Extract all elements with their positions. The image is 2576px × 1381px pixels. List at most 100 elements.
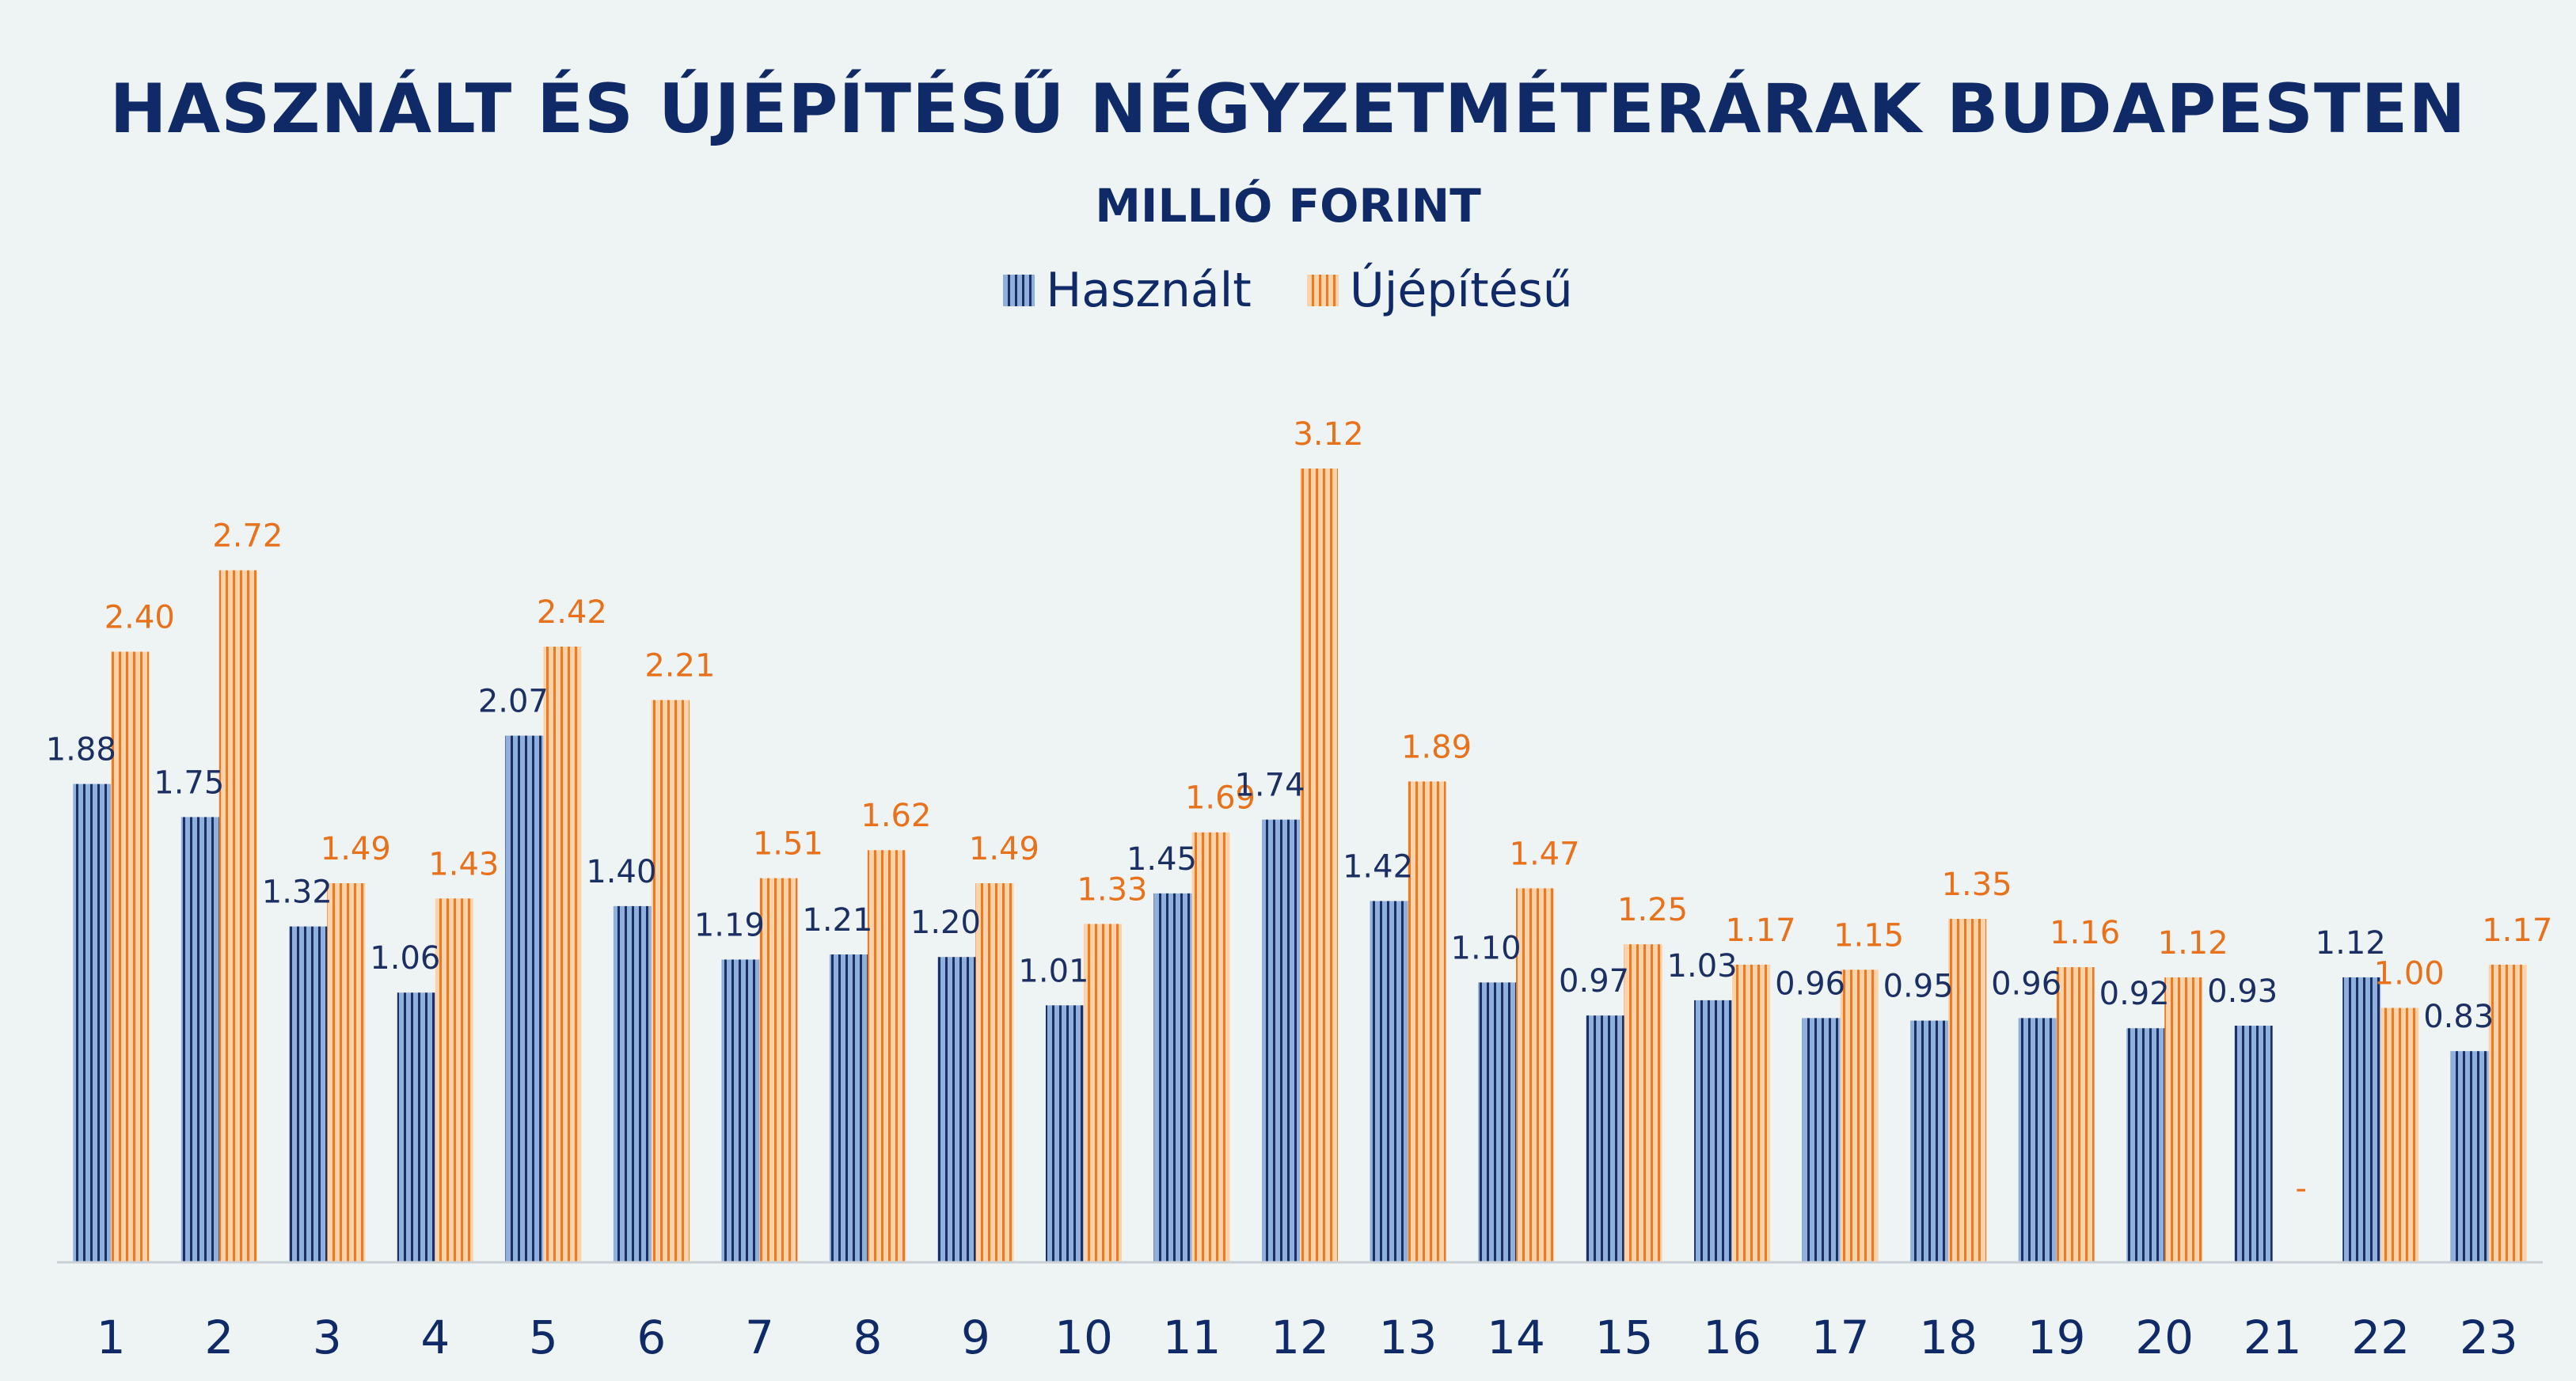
x-tick-label-18: 18 (1919, 1311, 1978, 1364)
data-label-hasznalt-12: 1.74 (1234, 768, 1305, 804)
bar-hasznalt-19 (2018, 1018, 2057, 1262)
data-label-hasznalt-10: 1.01 (1018, 953, 1089, 989)
data-label-hasznalt-16: 1.03 (1667, 948, 1738, 985)
data-label-hasznalt-15: 0.97 (1559, 963, 1629, 1000)
data-label-hasznalt-19: 0.96 (1991, 966, 2061, 1002)
data-label-ujepitesu-23: 1.17 (2482, 912, 2552, 949)
x-tick-label-12: 12 (1271, 1311, 1329, 1364)
bar-ujepitesu-18 (1948, 919, 1987, 1262)
data-label-hasznalt-7: 1.19 (694, 907, 765, 943)
data-label-ujepitesu-21: - (2295, 1170, 2306, 1207)
data-label-hasznalt-5: 2.07 (478, 684, 549, 720)
bar-ujepitesu-2 (218, 570, 257, 1262)
data-label-ujepitesu-7: 1.51 (753, 826, 823, 863)
x-tick-label-14: 14 (1487, 1311, 1545, 1364)
x-tick-label-22: 22 (2351, 1311, 2410, 1364)
bar-ujepitesu-14 (1516, 888, 1555, 1262)
data-label-ujepitesu-4: 1.43 (428, 846, 499, 882)
chart-title: HASZNÁLT ÉS ÚJÉPÍTÉSŰ NÉGYZETMÉTERÁRAK B… (109, 70, 2467, 149)
data-label-hasznalt-23: 0.83 (2423, 999, 2494, 1035)
bar-hasznalt-20 (2126, 1028, 2165, 1262)
bar-ujepitesu-1 (111, 651, 150, 1262)
data-label-ujepitesu-10: 1.33 (1077, 871, 1147, 908)
data-label-ujepitesu-6: 2.21 (644, 648, 715, 685)
data-label-hasznalt-22: 1.12 (2316, 925, 2386, 962)
data-label-ujepitesu-5: 2.42 (537, 594, 607, 631)
data-label-ujepitesu-19: 1.16 (2050, 915, 2120, 951)
legend-swatch-ujepitesu (1306, 275, 1339, 306)
data-label-hasznalt-21: 0.93 (2207, 973, 2278, 1010)
x-tick-label-13: 13 (1379, 1311, 1438, 1364)
x-tick-label-5: 5 (529, 1311, 558, 1364)
data-label-hasznalt-3: 1.32 (262, 875, 332, 911)
bar-ujepitesu-12 (1300, 469, 1338, 1262)
data-label-hasznalt-8: 1.21 (802, 902, 872, 939)
data-label-ujepitesu-17: 1.15 (1833, 917, 1904, 954)
data-label-hasznalt-9: 1.20 (910, 905, 981, 941)
data-label-ujepitesu-15: 1.25 (1617, 892, 1688, 928)
bar-ujepitesu-3 (327, 883, 366, 1262)
data-label-ujepitesu-3: 1.49 (321, 831, 391, 867)
bar-ujepitesu-6 (651, 700, 690, 1262)
legend-label-hasznalt: Használt (1046, 263, 1252, 318)
x-tick-label-19: 19 (2027, 1311, 2086, 1364)
bar-ujepitesu-9 (975, 883, 1014, 1262)
data-label-hasznalt-6: 1.40 (586, 854, 656, 890)
bar-hasznalt-10 (1045, 1005, 1084, 1262)
bar-hasznalt-21 (2234, 1026, 2273, 1262)
bar-ujepitesu-22 (2380, 1007, 2419, 1262)
x-tick-label-17: 17 (1811, 1311, 1870, 1364)
data-label-ujepitesu-18: 1.35 (1942, 867, 2012, 903)
bar-ujepitesu-11 (1191, 832, 1230, 1262)
data-label-hasznalt-20: 0.92 (2099, 976, 2170, 1012)
bar-hasznalt-7 (721, 959, 760, 1262)
legend-entry-hasznalt: Használt (1003, 263, 1252, 318)
data-label-hasznalt-11: 1.45 (1127, 841, 1197, 878)
data-label-hasznalt-17: 0.96 (1775, 966, 1845, 1002)
bar-hasznalt-16 (1694, 1000, 1733, 1262)
legend-swatch-hasznalt (1003, 275, 1035, 306)
chart-subtitle: MILLIÓ FORINT (1095, 179, 1481, 233)
bar-hasznalt-5 (505, 735, 544, 1262)
data-label-hasznalt-2: 1.75 (154, 764, 224, 801)
x-tick-label-20: 20 (2135, 1311, 2194, 1364)
legend-entry-ujepitesu: Újépítésű (1306, 263, 1573, 318)
data-label-ujepitesu-2: 2.72 (212, 518, 283, 555)
x-tick-label-21: 21 (2244, 1311, 2302, 1364)
data-label-hasznalt-14: 1.10 (1451, 930, 1522, 966)
data-label-ujepitesu-8: 1.62 (861, 798, 931, 834)
bar-hasznalt-12 (1262, 819, 1300, 1262)
data-label-ujepitesu-13: 1.89 (1401, 729, 1472, 765)
x-tick-label-2: 2 (204, 1311, 234, 1364)
bar-hasznalt-13 (1370, 901, 1408, 1262)
x-tick-label-16: 16 (1703, 1311, 1761, 1364)
bar-hasznalt-6 (613, 905, 652, 1262)
bar-ujepitesu-13 (1408, 781, 1446, 1262)
x-tick-label-6: 6 (636, 1311, 666, 1364)
bar-ujepitesu-20 (2164, 977, 2203, 1262)
x-tick-label-23: 23 (2460, 1311, 2518, 1364)
data-label-ujepitesu-11: 1.69 (1185, 780, 1256, 817)
x-tick-label-8: 8 (853, 1311, 882, 1364)
data-label-ujepitesu-12: 3.12 (1293, 416, 1363, 453)
x-tick-label-7: 7 (745, 1311, 774, 1364)
bar-hasznalt-3 (289, 926, 328, 1262)
data-label-ujepitesu-20: 1.12 (2158, 925, 2228, 962)
legend-label-ujepitesu: Újépítésű (1349, 263, 1573, 318)
bar-ujepitesu-10 (1083, 924, 1122, 1262)
data-label-ujepitesu-1: 2.40 (104, 599, 175, 635)
x-tick-label-4: 4 (420, 1311, 450, 1364)
data-label-ujepitesu-16: 1.17 (1726, 912, 1796, 949)
bar-hasznalt-15 (1586, 1015, 1624, 1262)
x-tick-label-10: 10 (1054, 1311, 1113, 1364)
bar-hasznalt-17 (1802, 1018, 1841, 1262)
bar-ujepitesu-7 (759, 878, 798, 1262)
x-tick-label-1: 1 (97, 1311, 126, 1364)
data-label-ujepitesu-9: 1.49 (969, 831, 1039, 867)
bar-hasznalt-18 (1910, 1020, 1949, 1262)
bar-ujepitesu-8 (867, 850, 906, 1262)
bar-ujepitesu-17 (1840, 969, 1879, 1262)
data-label-ujepitesu-22: 1.00 (2374, 956, 2445, 992)
data-label-hasznalt-13: 1.42 (1343, 849, 1413, 886)
